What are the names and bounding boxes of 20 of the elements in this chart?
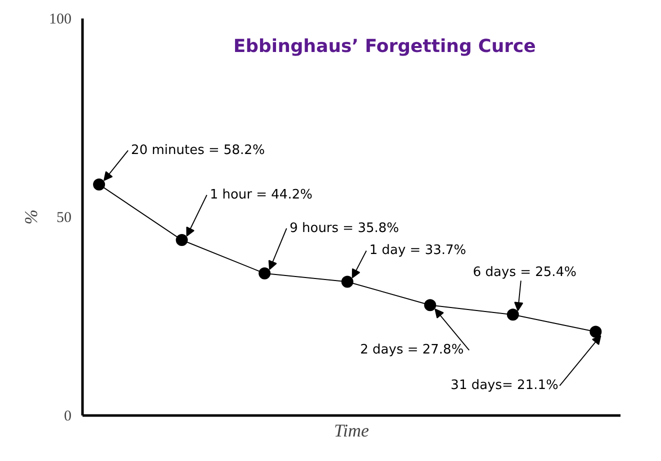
x-axis-title: Time [334, 420, 370, 440]
data-label: 2 days = 27.8% [360, 342, 464, 358]
point [176, 234, 188, 246]
data-label: 9 hours = 35.8% [290, 220, 400, 236]
point [258, 267, 271, 280]
point [590, 326, 602, 338]
y-tick-label: 0 [64, 408, 72, 424]
y-axis-title: % [21, 209, 41, 224]
point [424, 299, 436, 312]
data-label: 20 minutes = 58.2% [131, 142, 265, 158]
point [341, 276, 354, 288]
point [506, 308, 519, 321]
text: Ebbinghaus’ Forgetting Curce [233, 36, 536, 57]
data-label: 1 day = 33.7% [369, 243, 466, 258]
y-tick-label: 100 [49, 12, 72, 28]
point [93, 178, 106, 190]
data-label: 6 days = 25.4% [472, 265, 576, 280]
data-label: 1 hour = 44.2% [210, 188, 312, 203]
y-tick-label: 50 [56, 210, 72, 226]
data-label: 31 days= 21.1% [450, 378, 558, 394]
